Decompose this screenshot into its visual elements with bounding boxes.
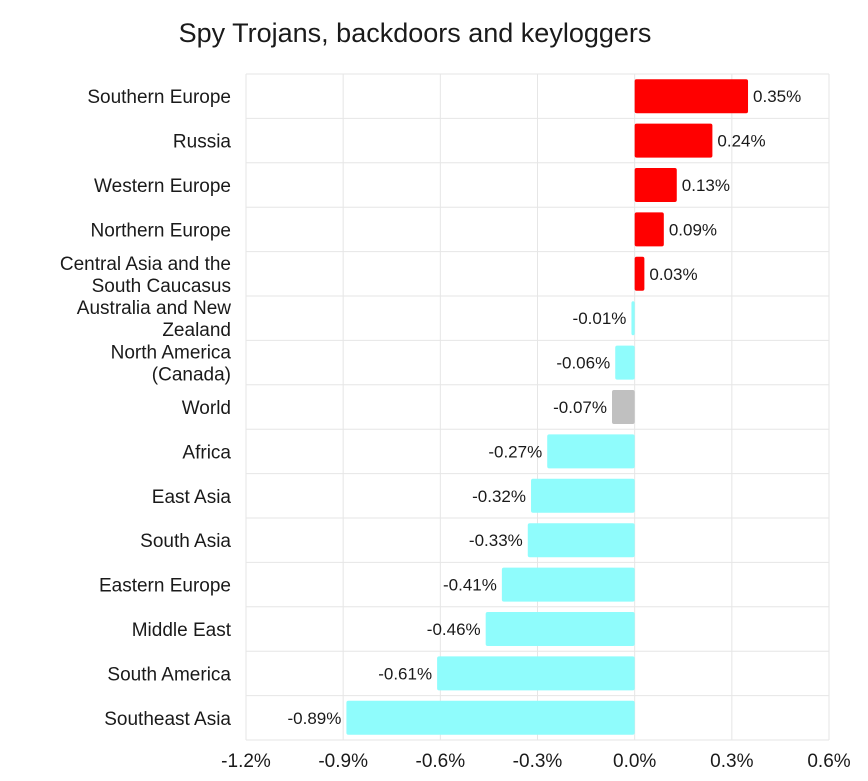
bar-northern-europe (634, 212, 664, 247)
data-label: -0.27% (488, 442, 542, 461)
category-label: Southern Europe (87, 87, 231, 108)
x-tick-label: -0.6% (416, 751, 466, 772)
bar-eastern-europe (501, 567, 635, 602)
data-label: -0.06% (556, 354, 610, 373)
data-label: -0.32% (472, 487, 526, 506)
data-label: -0.41% (443, 576, 497, 595)
data-label: 0.35% (753, 87, 801, 106)
x-tick-label: -1.2% (221, 751, 271, 772)
data-label: 0.09% (669, 220, 717, 239)
bar-africa (547, 434, 635, 469)
category-label: Middle East (132, 620, 232, 641)
category-label: Central Asia and the South Caucasus (60, 254, 231, 297)
category-label: Africa (182, 442, 231, 463)
x-tick-label: 0.6% (807, 751, 850, 772)
bar-middle-east (485, 612, 635, 646)
bars (346, 79, 749, 735)
x-tick-label: -0.9% (318, 751, 368, 772)
data-label: 0.24% (717, 132, 765, 151)
category-label: Northern Europe (91, 220, 231, 241)
category-label: South Asia (140, 531, 231, 552)
category-label: World (182, 398, 231, 419)
x-tick-label: -0.3% (513, 751, 563, 772)
category-label: East Asia (152, 487, 232, 508)
bar-world (611, 390, 635, 424)
data-label: 0.13% (682, 176, 730, 195)
bar-southern-europe (634, 79, 749, 114)
data-label: -0.61% (378, 664, 432, 683)
bar-east-asia (531, 478, 635, 513)
category-label: Western Europe (94, 176, 231, 197)
bar-russia (634, 123, 713, 158)
bar-north-america-canada (615, 345, 635, 380)
data-label: -0.33% (469, 531, 523, 550)
data-label: 0.03% (649, 265, 697, 284)
data-label: -0.46% (427, 620, 481, 639)
bar-central-asia-and-the-south-caucasus (634, 256, 645, 291)
category-label: Eastern Europe (99, 576, 231, 597)
labels: -1.2% -0.9% -0.6% -0.3% 0.0% 0.3% 0.6% Southern… (60, 87, 851, 772)
data-label: -0.01% (573, 309, 627, 328)
x-tick-label: 0.0% (613, 751, 656, 772)
bar-western-europe (634, 168, 677, 202)
category-label: North America (Canada) (111, 343, 232, 386)
chart-title: Spy Trojans, backdoors and keyloggers (178, 18, 652, 48)
category-label: Southeast Asia (104, 709, 231, 730)
bar-australia-and-new-zealand (631, 301, 635, 336)
x-tick-label: 0.3% (710, 751, 753, 772)
bar-southeast-asia (346, 700, 635, 735)
data-label: -0.07% (553, 398, 607, 417)
category-label: South America (107, 664, 231, 685)
bar-south-asia (527, 523, 635, 558)
category-label: Russia (173, 132, 232, 153)
data-label: -0.89% (288, 709, 342, 728)
category-label: Australia and New Zealand (77, 298, 231, 341)
bar-south-america (437, 656, 635, 691)
